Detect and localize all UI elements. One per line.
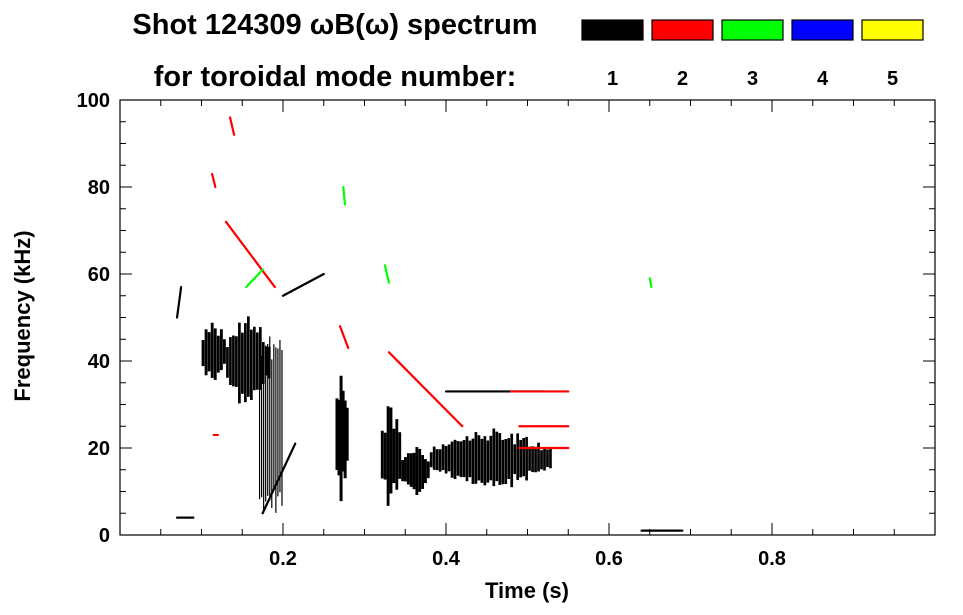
y-tick-label: 80 (88, 177, 110, 199)
y-tick-label: 100 (77, 90, 110, 112)
x-axis-label: Time (s) (485, 578, 569, 603)
legend-label-mode-1: 1 (607, 68, 618, 90)
x-tick-label: 0.2 (269, 548, 297, 570)
chart-title-line2: for toroidal mode number: (154, 61, 517, 93)
spectral-line-n=1 (281, 272, 325, 297)
series-n=2 (210, 116, 570, 450)
legend-swatch-mode-3 (721, 19, 784, 41)
spectrogram-marks (175, 116, 684, 532)
spectral-line-n=3 (342, 185, 347, 206)
spectral-line-n=2 (387, 351, 464, 428)
spectral-line-n=2 (228, 116, 236, 136)
legend: 1 2 3 4 5 (581, 19, 924, 90)
spectral-line-n=3 (648, 277, 653, 289)
spectral-line-n=3 (245, 268, 264, 289)
x-tick-label: 0.4 (432, 548, 461, 570)
y-axis-label: Frequency (kHz) (10, 230, 35, 401)
y-tick-label: 60 (88, 264, 110, 286)
legend-swatch-mode-1 (581, 19, 644, 41)
y-tick-label: 0 (99, 525, 110, 547)
y-tick-label: 20 (88, 438, 110, 460)
spectral-line-n=2 (224, 220, 276, 289)
spectral-line-n=1 (261, 442, 297, 515)
spectral-line-n=2 (338, 325, 350, 350)
spectral-line-n=1 (175, 285, 183, 319)
legend-swatch-mode-4 (791, 19, 854, 41)
axis-ticks: 0.2 0.4 0.6 0.8 0 20 40 60 80 100 (77, 90, 935, 570)
legend-label-mode-2: 2 (677, 68, 688, 90)
x-tick-label: 0.6 (595, 548, 623, 570)
legend-label-mode-3: 3 (747, 68, 758, 90)
y-tick-label: 40 (88, 351, 110, 373)
x-tick-label: 0.8 (758, 548, 786, 570)
spectral-line-n=2 (210, 172, 217, 189)
legend-label-mode-5: 5 (887, 68, 898, 90)
legend-swatch-mode-2 (651, 19, 714, 41)
series-n=3 (245, 185, 653, 289)
spectral-line-n=3 (383, 264, 391, 284)
series-n=1 (175, 272, 684, 532)
legend-label-mode-4: 4 (817, 68, 829, 90)
chart-title-line1: Shot 124309 ωB(ω) spectrum (132, 9, 537, 41)
legend-swatch-mode-5 (861, 19, 924, 41)
